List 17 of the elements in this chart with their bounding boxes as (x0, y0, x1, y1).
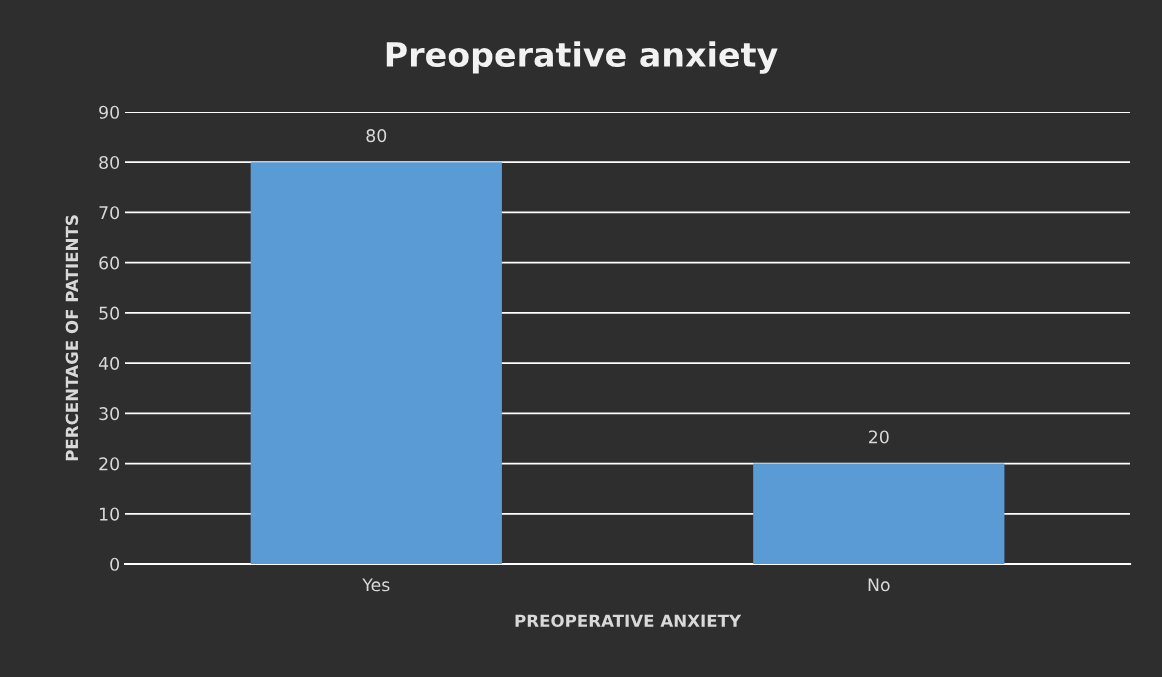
y-tick-label: 0 (110, 557, 120, 571)
y-tick-label: 50 (99, 306, 120, 320)
y-tick-label: 10 (99, 507, 120, 521)
y-tick-label: 40 (98, 356, 120, 370)
y-tick-label: 90 (99, 105, 120, 119)
y-tick-label: 80 (99, 155, 120, 170)
data-label: 20 (869, 430, 889, 444)
x-tick-label: No (868, 578, 890, 592)
chart-title: Preoperative anxiety (386, 41, 778, 74)
y-tick-label: 20 (99, 457, 120, 471)
y-tick-label: 30 (99, 407, 120, 421)
y-tick-label: 70 (99, 206, 120, 220)
x-tick-label: Yes (362, 578, 390, 592)
data-label: 80 (366, 129, 387, 143)
y-tick-label: 60 (99, 256, 120, 270)
y-axis-title: PERCENTAGE OF PATIENTS (65, 215, 79, 461)
x-axis-title: PREOPERATIVE ANXIETY (515, 614, 742, 628)
